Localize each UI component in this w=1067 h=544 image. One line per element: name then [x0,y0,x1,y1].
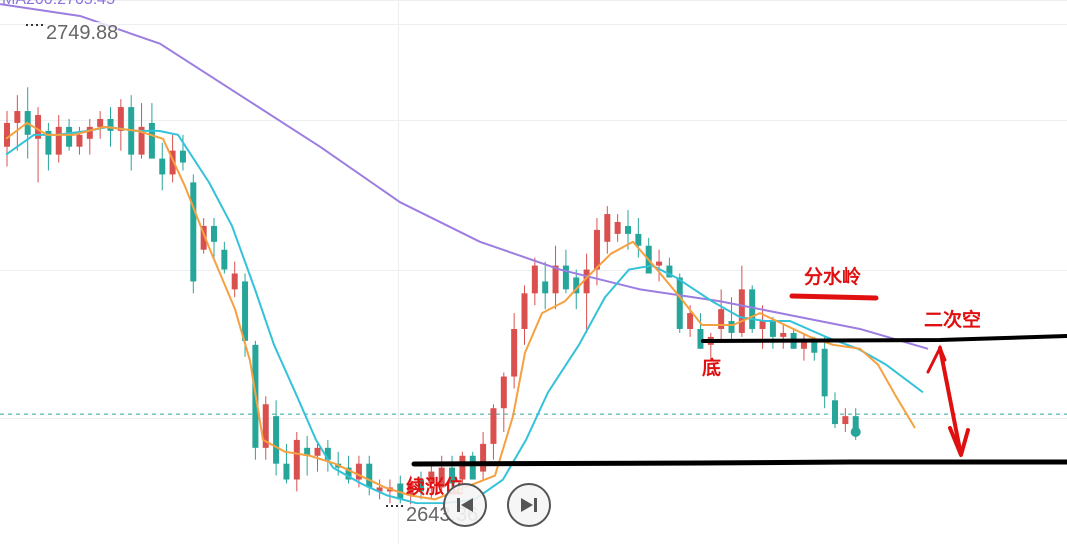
candle-body-46 [480,443,487,472]
candle-body-3 [35,115,42,139]
candle-body-22 [231,273,238,290]
candle-body-69 [718,309,725,329]
candle-body-15 [159,158,166,175]
second-short-annotation: 二次空 [924,309,982,331]
candle-body-41 [428,471,435,484]
candle-body-79 [821,348,828,397]
candle-body-39 [407,483,414,496]
candle-body-35 [366,463,373,488]
replay-previous-button[interactable] [443,483,487,527]
candle-body-57 [593,229,600,270]
candle-body-29 [304,447,311,456]
candle-body-81 [842,416,849,425]
candle-body-45 [469,455,476,480]
short-arrow-shaft [938,346,962,452]
candle-body-26 [273,416,280,464]
candle-body-55 [573,277,580,294]
candle-body-18 [190,182,197,282]
candle-body-27 [283,463,290,480]
bottom-annotation: 底 [702,357,722,379]
candle-body-59 [614,221,621,234]
candle-body-40 [418,479,424,492]
candle-body-34 [355,463,362,480]
candle-body-17 [179,150,186,163]
replay-next-button[interactable] [507,483,551,527]
candle-body-9 [97,118,104,127]
candle-body-65 [676,277,683,329]
candle-body-30 [314,447,321,456]
candle-body-49 [511,328,518,377]
ma-mid-line [5,125,924,505]
candle-body-21 [221,249,228,270]
candle-body-63 [656,261,663,266]
continuation-support-line [411,459,1067,467]
high-price-label: 2749.88 [46,22,119,45]
candle-body-43 [449,467,456,484]
candle-body-16 [169,150,176,175]
candle-body-13 [138,126,145,155]
candle-body-48 [500,376,507,409]
candle-body-20 [211,225,217,242]
candle-body-0 [4,122,10,147]
candle-body-67 [697,328,704,349]
candle-body-6 [66,126,73,147]
short-arrow-tail [926,344,947,374]
candle-body-60 [625,225,631,234]
candle-body-8 [86,126,93,139]
candle-body-53 [552,265,559,294]
candle-body-42 [438,467,445,488]
candle-body-44 [459,455,466,480]
candle-body-7 [76,134,83,147]
skip-back-icon [457,498,473,512]
candle-body-5 [55,126,62,155]
candle-body-78 [811,340,818,353]
candle-body-36 [376,487,383,492]
watershed-annotation: 分水岭 [804,266,862,288]
candle-body-54 [562,265,569,290]
candle-body-52 [542,281,549,294]
candle-body-10 [107,118,114,131]
candle-body-56 [583,269,590,294]
candle-body-70 [728,321,735,333]
candle-body-23 [242,281,249,341]
candle-body-61 [635,233,642,246]
candle-body-80 [832,400,838,425]
candle-body-14 [148,122,155,159]
candle-body-31 [324,447,331,460]
candle-body-64 [666,265,673,278]
short-arrow-head [948,426,970,457]
ma-fast-line [5,121,916,501]
candle-body-50 [521,293,528,329]
candle-body-19 [200,225,207,250]
candle-body-58 [604,214,611,242]
ma200-header: MA200:2705.45 [2,0,115,9]
candle-body-71 [738,289,745,333]
bottom-support-line [701,334,1067,343]
candle-body-25 [262,404,269,448]
watershed-line [789,293,879,301]
candle-body-4 [45,130,52,155]
candle-body-72 [749,289,756,329]
candle-body-1 [14,111,21,123]
candle-body-28 [293,439,300,480]
candle-body-75 [780,332,787,337]
skip-forward-icon [521,498,537,512]
candle-body-77 [800,340,807,349]
candle-body-82 [852,416,859,432]
candle-body-73 [759,321,766,329]
candle-body-51 [531,265,538,294]
candle-body-66 [687,313,694,329]
candle-body-33 [345,467,352,480]
last-price-dot [850,426,861,437]
candle-body-47 [490,408,497,444]
ma-slow-line [0,3,929,350]
candle-body-74 [769,321,776,337]
candle-body-11 [117,107,124,131]
